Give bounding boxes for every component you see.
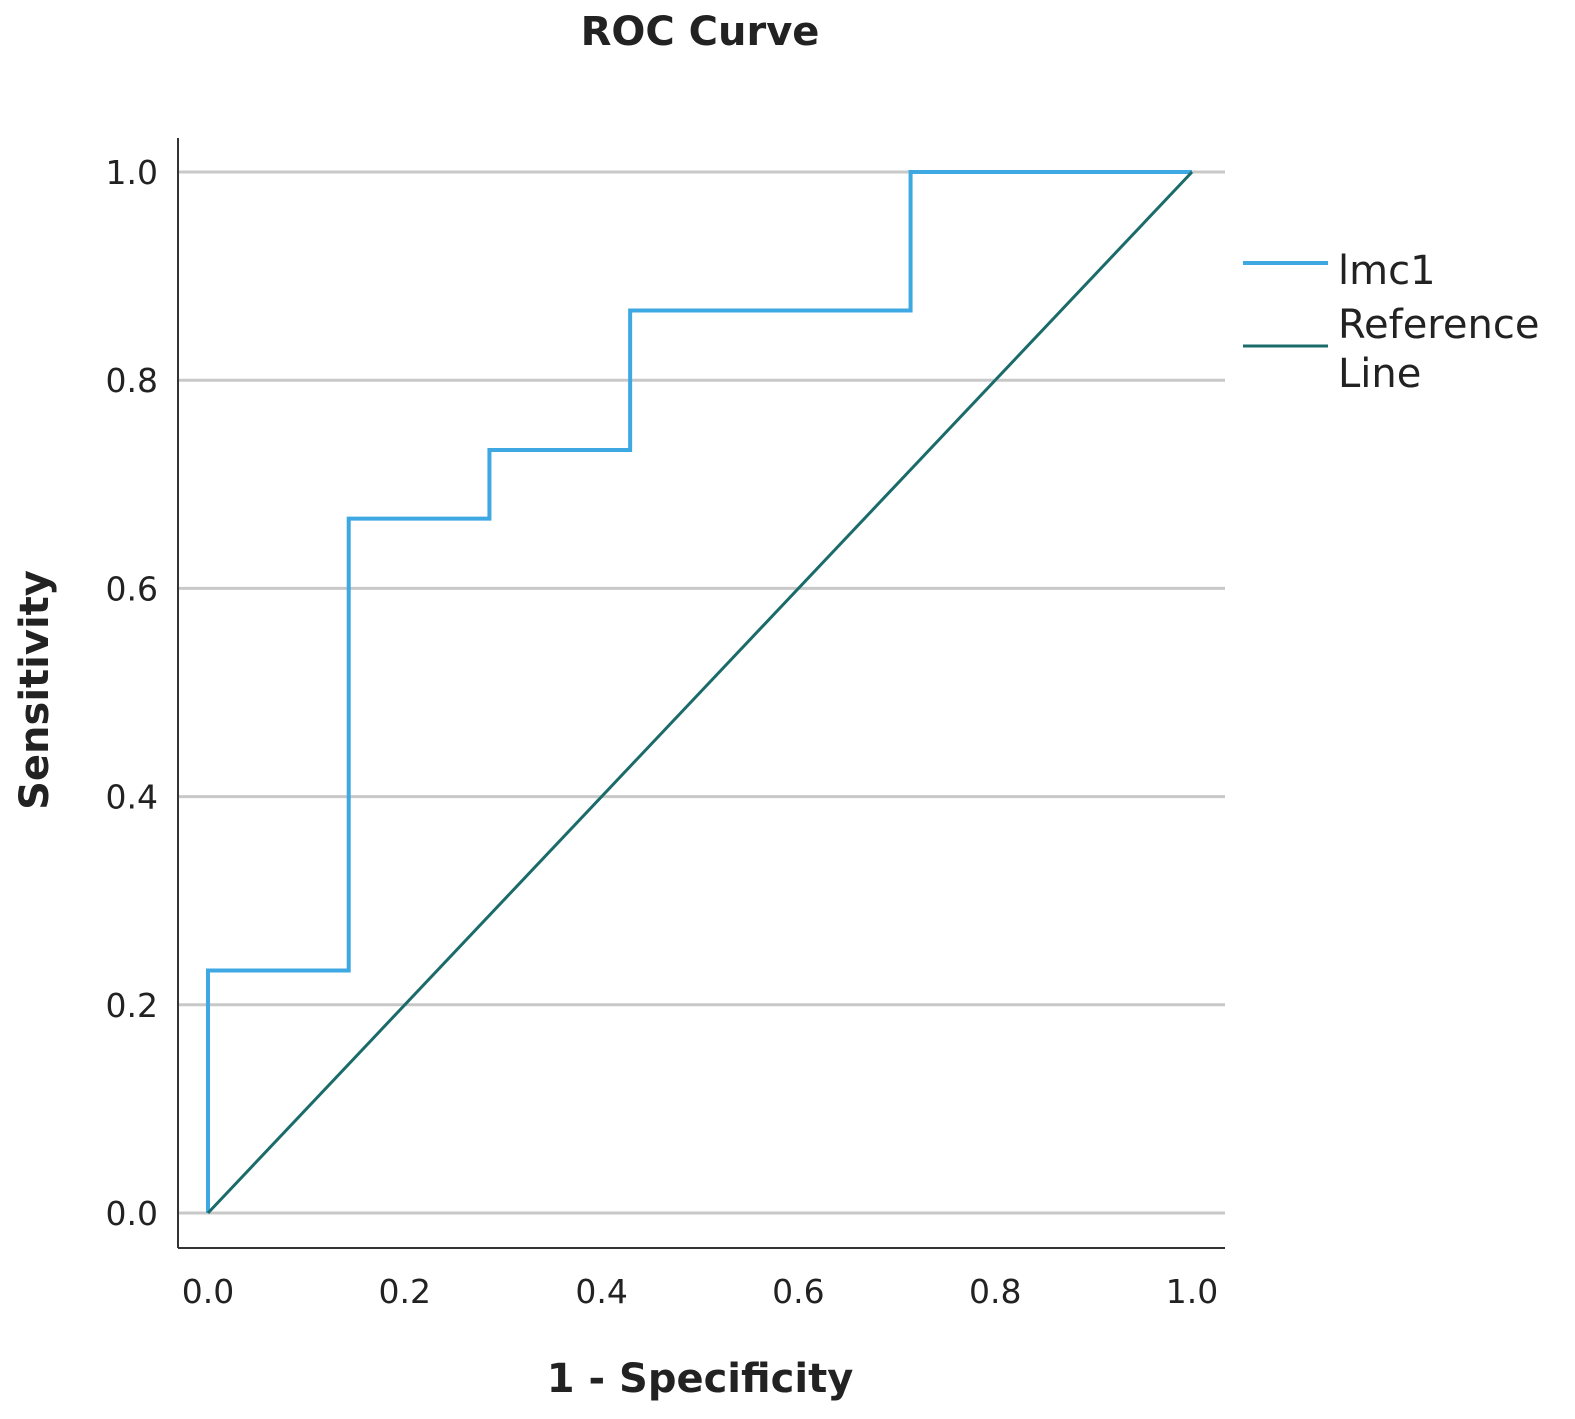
grid-lines xyxy=(178,170,1225,1215)
legend-label-reference-line-2: Line xyxy=(1338,351,1421,397)
x-axis-label: 1 - Specificity xyxy=(547,1356,854,1402)
x-tick-labels: 0.0 0.2 0.4 0.6 0.8 1.0 xyxy=(182,1272,1218,1311)
x-tick-label: 0.6 xyxy=(772,1272,824,1311)
series-lines xyxy=(206,170,1194,1215)
y-tick-label: 1.0 xyxy=(106,153,158,192)
y-tick-label: 0.2 xyxy=(106,986,158,1025)
y-tick-label: 0.0 xyxy=(106,1194,158,1233)
y-tick-label: 0.8 xyxy=(106,361,158,400)
y-axis-label: Sensitivity xyxy=(12,570,58,810)
legend-label-lmc1: lmc1 xyxy=(1338,248,1436,294)
legend-label-reference-line-1: Reference xyxy=(1338,302,1539,348)
legend: lmc1 Reference Line xyxy=(1243,248,1539,397)
x-tick-label: 0.8 xyxy=(969,1272,1021,1311)
series-line-lmc1 xyxy=(206,170,1192,1213)
y-tick-label: 0.6 xyxy=(106,569,158,608)
series-line-reference-line xyxy=(206,170,1194,1215)
y-tick-labels: 0.0 0.2 0.4 0.6 0.8 1.0 xyxy=(106,153,158,1233)
x-tick-label: 0.0 xyxy=(182,1272,234,1311)
y-tick-label: 0.4 xyxy=(106,778,158,817)
x-tick-label: 0.4 xyxy=(575,1272,627,1311)
x-tick-label: 0.2 xyxy=(379,1272,431,1311)
chart-title: ROC Curve xyxy=(581,9,820,55)
x-tick-label: 1.0 xyxy=(1166,1272,1218,1311)
